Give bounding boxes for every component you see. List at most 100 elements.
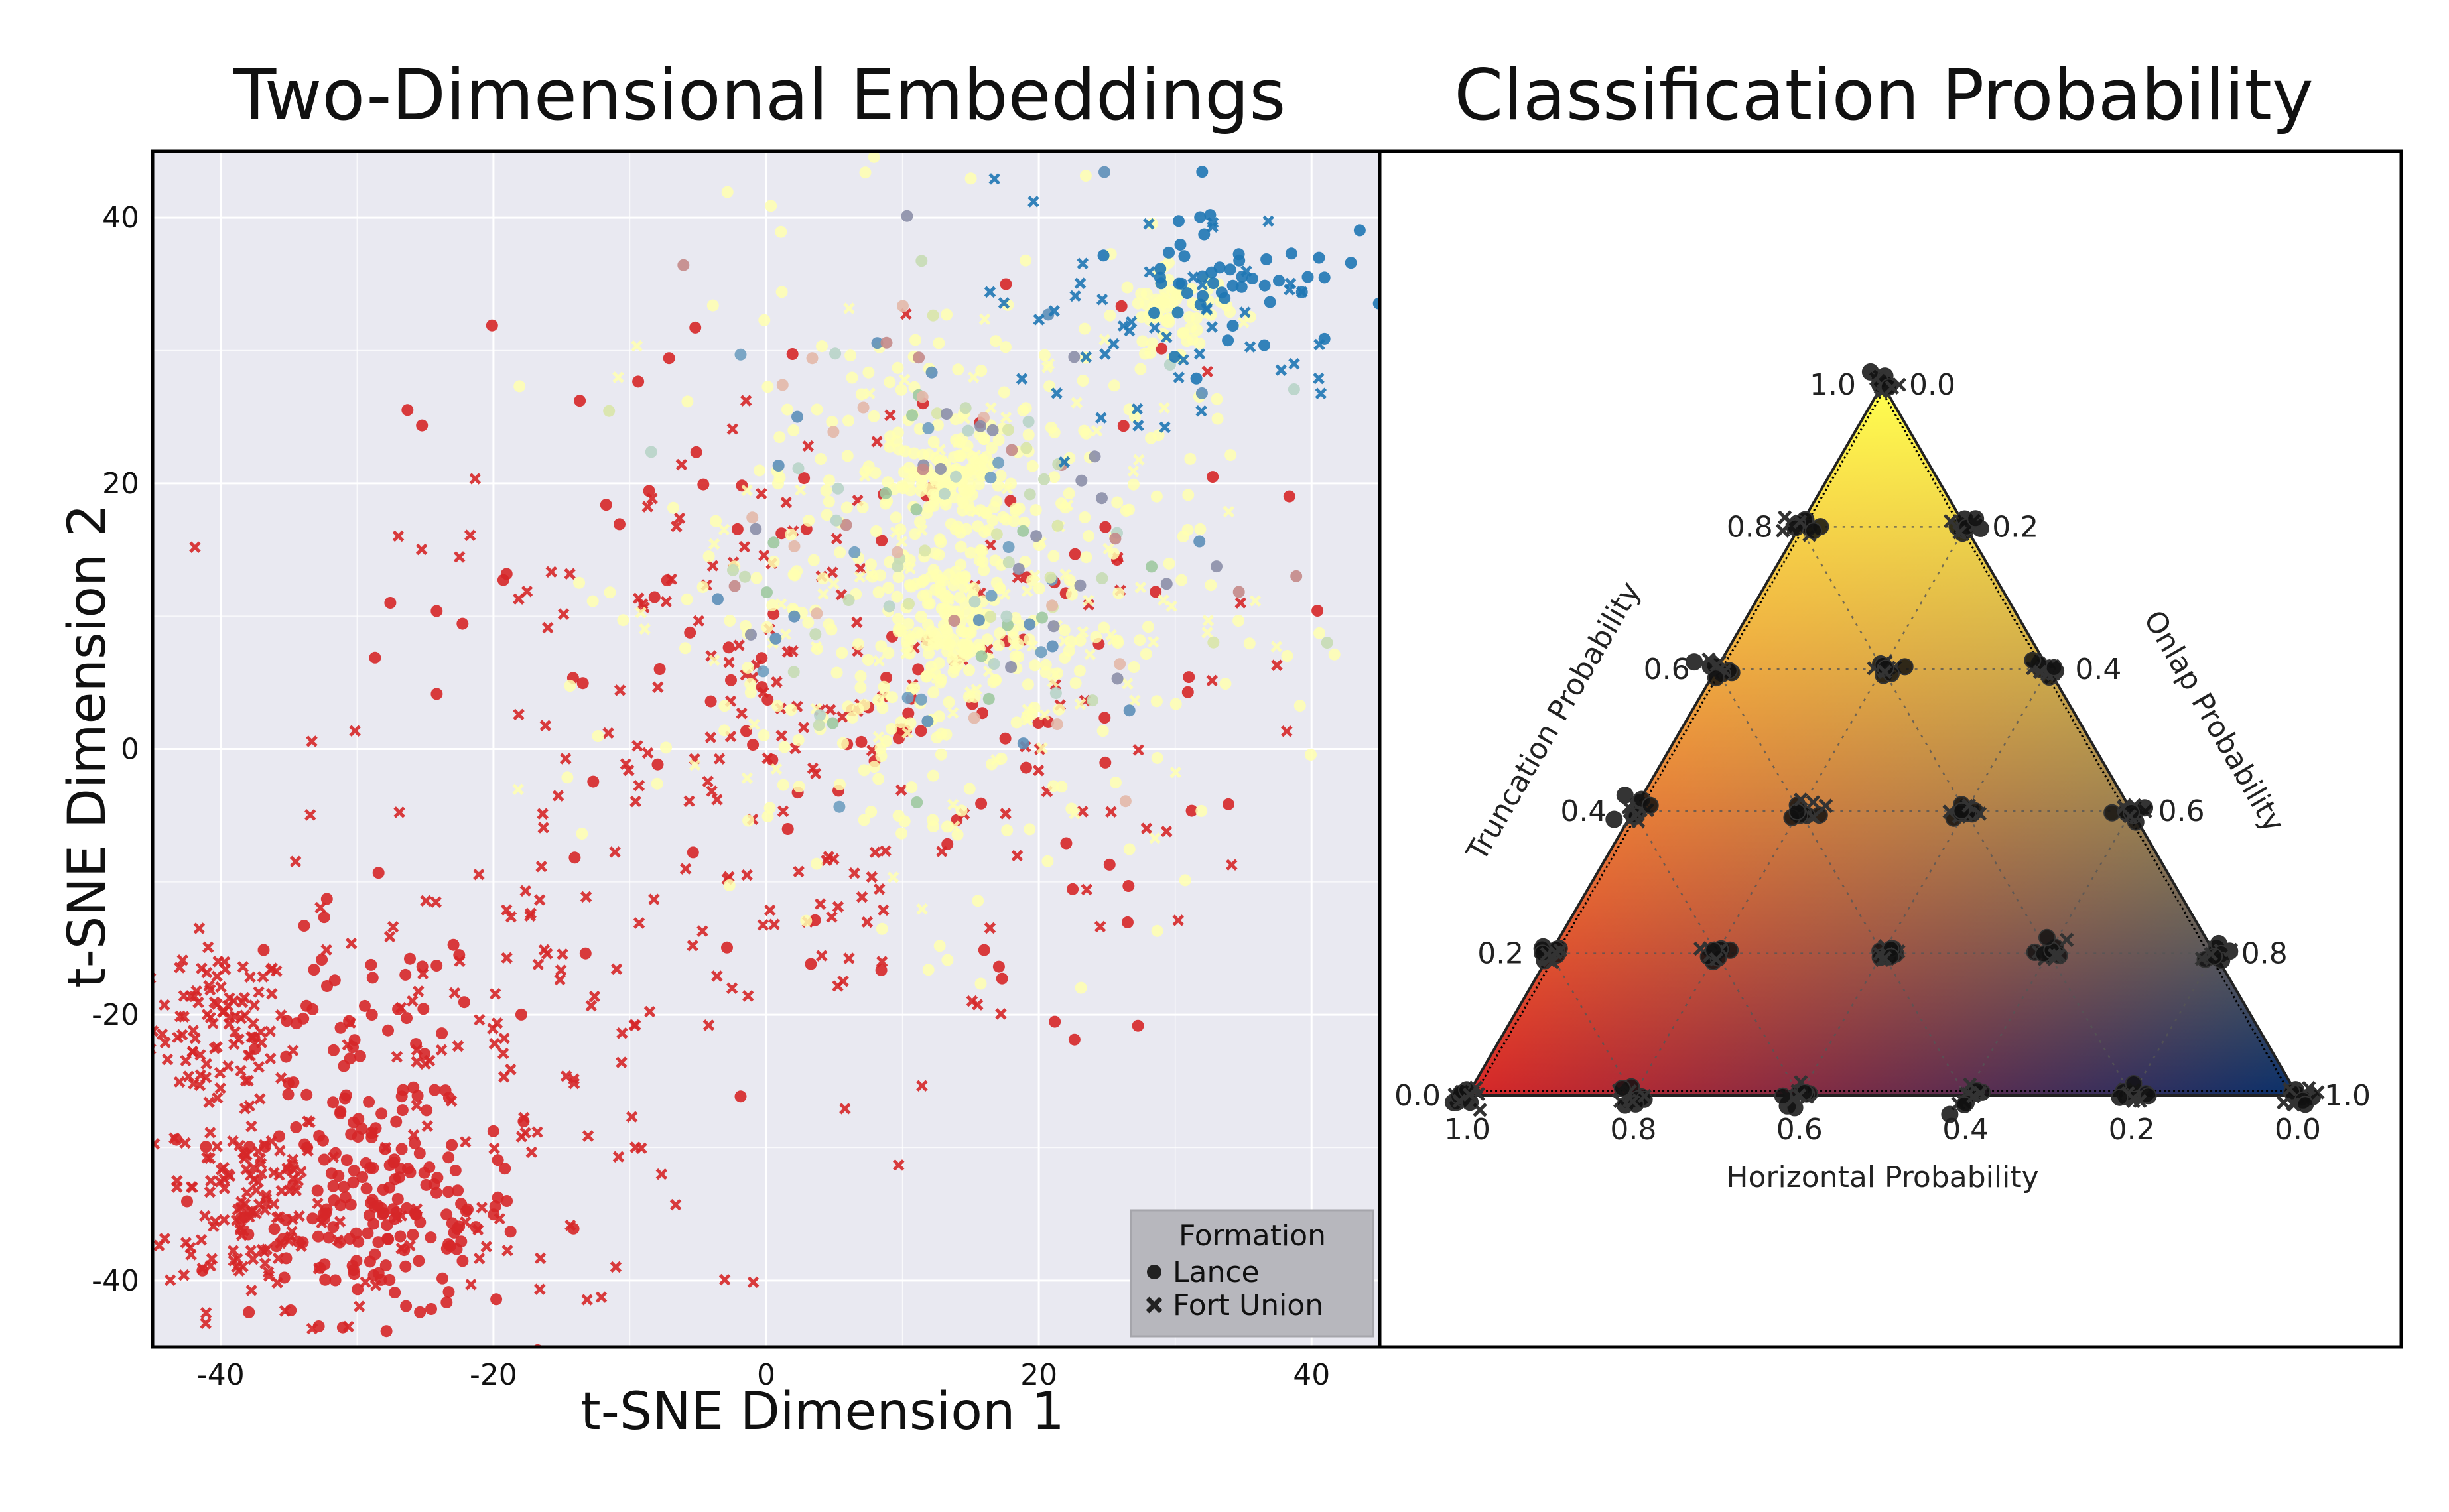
scatter-point-lance [573, 576, 586, 589]
scatter-point-lance [1169, 698, 1182, 710]
scatter-point-fort-union [306, 1322, 318, 1335]
scatter-point-fort-union [469, 473, 482, 485]
ternary-point-fort-union [1794, 792, 1808, 807]
scatter-point-lance [492, 1154, 504, 1166]
scatter-point-lance [327, 1096, 340, 1109]
ternary-point-cluster [1871, 939, 1906, 968]
scatter-point-lance [377, 1184, 389, 1196]
scatter-point-lance [948, 451, 960, 464]
scatter-point-fort-union [513, 593, 525, 605]
scatter-point-lance [704, 695, 717, 708]
scatter-point-fort-union [1129, 694, 1141, 707]
scatter-point-lance [651, 777, 663, 790]
scatter-point-fort-union [1281, 725, 1293, 737]
scatter-point-lance [842, 414, 854, 427]
scatter-point-lance [982, 692, 995, 705]
scatter-point-lance [334, 1107, 346, 1119]
scatter-point-lance [856, 501, 869, 513]
scatter-point-lance [962, 424, 974, 437]
scatter-point-lance [785, 704, 797, 716]
scatter-point-lance [989, 554, 1002, 567]
scatter-point-fort-union [711, 970, 723, 982]
ternary-point-fort-union [1553, 943, 1567, 958]
scatter-point-lance [270, 1240, 283, 1253]
scatter-point-fort-union [952, 436, 964, 448]
scatter-point-lance [742, 662, 754, 674]
scatter-point-lance [723, 879, 736, 891]
scatter-point-lance [718, 724, 731, 737]
scatter-point-lance [592, 730, 604, 742]
scatter-point-lance [384, 597, 397, 609]
scatter-point-lance [902, 617, 915, 630]
scatter-point-lance [1258, 279, 1271, 292]
scatter-point-lance [1000, 341, 1012, 353]
scatter-point-lance [1226, 279, 1239, 292]
scatter-point-lance [1047, 620, 1060, 633]
ternary-color-field [1467, 385, 2298, 1096]
scatter-point-lance [895, 383, 907, 396]
scatter-point-lance [1224, 449, 1237, 462]
scatter-point-lance [975, 650, 988, 662]
scatter-point-lance [248, 1032, 261, 1044]
scatter-point-fort-union [892, 1159, 905, 1171]
scatter-point-lance [1079, 511, 1091, 523]
scatter-point-fort-union [1149, 832, 1161, 844]
scatter-point-fort-union [159, 1037, 171, 1049]
scatter-point-lance [786, 348, 799, 360]
scatter-point-lance [1156, 342, 1168, 355]
scatter-point-lance [750, 572, 763, 584]
scatter-point-lance [1193, 535, 1206, 548]
scatter-point-lance [561, 771, 574, 784]
scatter-point-lance [1174, 239, 1187, 251]
scatter-point-lance [986, 514, 999, 527]
ternary-point-lance [1861, 363, 1879, 381]
scatter-point-fort-union [525, 1146, 538, 1159]
scatter-point-lance [242, 1228, 255, 1241]
scatter-point-lance [360, 1182, 373, 1195]
scatter-point-lance [816, 340, 828, 353]
scatter-point-lance [775, 527, 788, 540]
scatter-point-fort-union [866, 871, 878, 883]
scatter-point-lance [501, 1195, 513, 1207]
scatter-point-lance [947, 666, 960, 678]
scatter-point-lance [306, 1212, 319, 1225]
scatter-point-lance [411, 1090, 424, 1102]
scatter-point-lance [902, 707, 915, 720]
scatter-point-lance [880, 336, 893, 349]
scatter-point-fort-union [233, 1265, 245, 1277]
scatter-point-lance [604, 586, 616, 599]
scatter-point-fort-union [215, 981, 227, 993]
scatter-point-fort-union [260, 1189, 272, 1202]
scatter-point-lance [1195, 804, 1208, 817]
scatter-point-lance [1089, 450, 1101, 463]
scatter-point-lance [1311, 605, 1324, 617]
scatter-point-lance [1186, 333, 1199, 346]
scatter-point-fort-union [706, 560, 719, 572]
scatter-point-fort-union [349, 725, 361, 737]
scatter-point-fort-union [501, 1244, 513, 1257]
scatter-point-lance [362, 1227, 374, 1239]
scatter-point-lance [922, 618, 934, 631]
ternary-point-lance [1641, 796, 1659, 814]
ternary-point-lance [2038, 928, 2056, 946]
scatter-point-lance [1142, 621, 1154, 633]
scatter-point-lance [820, 484, 832, 497]
scatter-point-lance [854, 681, 867, 694]
scatter-point-lance [1219, 292, 1231, 304]
scatter-point-lance [352, 1235, 365, 1248]
scatter-point-lance [927, 769, 939, 782]
scatter-point-lance [940, 728, 953, 741]
scatter-point-fort-union [393, 806, 405, 818]
scatter-point-fort-union [174, 962, 186, 974]
ternary-edge-dots [1475, 391, 2290, 1092]
ternary-outline [1465, 382, 2300, 1097]
scatter-point-lance [301, 1141, 313, 1154]
scatter-point-lance [442, 1186, 454, 1198]
scatter-point-fort-union [494, 1212, 505, 1225]
scatter-point-fort-union [947, 707, 959, 719]
ternary-tick-labels: 0.00.01.00.20.20.80.40.40.60.60.60.40.80… [1394, 368, 2371, 1147]
scatter-point-fort-union [559, 753, 572, 765]
scatter-point-lance [1232, 586, 1245, 598]
ternary-point-lance [1605, 810, 1623, 828]
scatter-point-lance [663, 352, 675, 365]
